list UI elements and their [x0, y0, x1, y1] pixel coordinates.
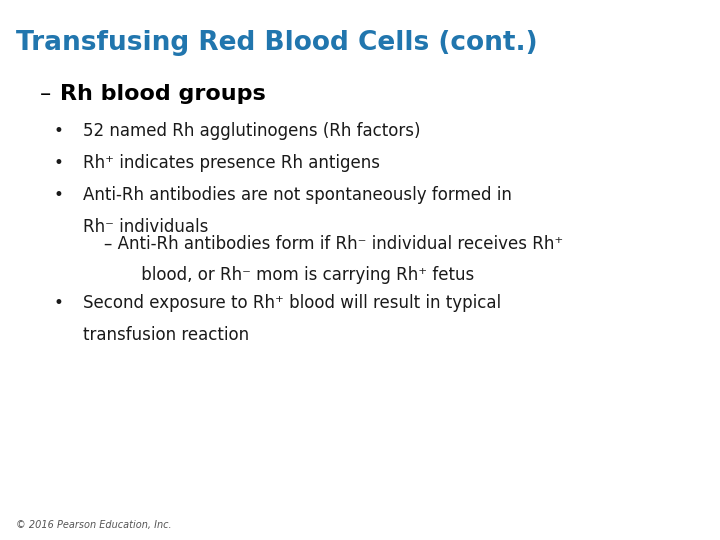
Text: Transfusing Red Blood Cells (cont.): Transfusing Red Blood Cells (cont.) — [16, 30, 537, 56]
Text: Anti-Rh antibodies are not spontaneously formed in: Anti-Rh antibodies are not spontaneously… — [83, 186, 512, 204]
Text: Rh⁺ indicates presence Rh antigens: Rh⁺ indicates presence Rh antigens — [83, 154, 380, 172]
Text: 52 named Rh agglutinogens (Rh factors): 52 named Rh agglutinogens (Rh factors) — [83, 122, 420, 139]
Text: © 2016 Pearson Education, Inc.: © 2016 Pearson Education, Inc. — [16, 520, 171, 530]
Text: •: • — [54, 186, 64, 204]
Text: Rh blood groups: Rh blood groups — [60, 84, 266, 104]
Text: •: • — [54, 122, 64, 139]
Text: •: • — [54, 154, 64, 172]
Text: Second exposure to Rh⁺ blood will result in typical: Second exposure to Rh⁺ blood will result… — [83, 294, 501, 312]
Text: transfusion reaction: transfusion reaction — [83, 326, 249, 343]
Text: Rh⁻ individuals: Rh⁻ individuals — [83, 218, 208, 235]
Text: •: • — [54, 294, 64, 312]
Text: –: – — [40, 84, 58, 104]
Text: blood, or Rh⁻ mom is carrying Rh⁺ fetus: blood, or Rh⁻ mom is carrying Rh⁺ fetus — [115, 266, 474, 284]
Text: – Anti-Rh antibodies form if Rh⁻ individual receives Rh⁺: – Anti-Rh antibodies form if Rh⁻ individ… — [104, 235, 564, 253]
